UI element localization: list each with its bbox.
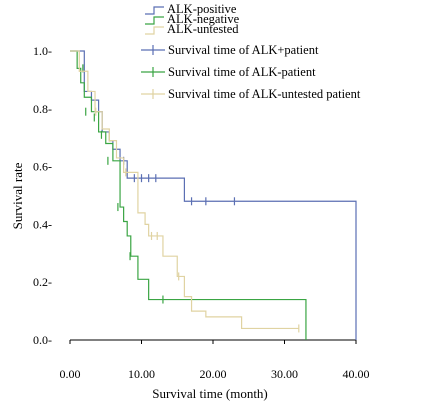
legend-item-2: ALK-untested (145, 22, 239, 36)
legend-item-4: Survival time of ALK-patient (141, 65, 316, 79)
legend-label: Survival time of ALK-patient (168, 65, 316, 79)
legend-label: Survival time of ALK+patient (168, 43, 319, 57)
series-2 (70, 50, 300, 333)
legend-label: ALK-positive (167, 2, 237, 16)
survival-curve-1 (70, 50, 307, 340)
legend-swatch (145, 26, 164, 35)
legend-label: ALK-untested (167, 22, 239, 36)
y-tick-label: 0.4- (33, 217, 52, 231)
y-tick-label: 0.8- (33, 102, 52, 116)
y-tick-label: 0.0- (33, 333, 52, 347)
legend-item-1: ALK-negative (145, 12, 240, 26)
legend-item-0: ALK-positive (145, 2, 237, 16)
survival-curve-2 (70, 50, 299, 330)
legend-swatch (145, 16, 164, 25)
series-layer (70, 50, 357, 340)
x-tick-label: 20.00 (200, 367, 227, 381)
legend-item-3: Survival time of ALK+patient (141, 43, 319, 57)
y-tick-label: 0.6- (33, 160, 52, 174)
y-tick-label: 1.0- (33, 44, 52, 58)
x-axis-label: Survival time (month) (152, 386, 268, 401)
legend-item-5: Survival time of ALK-untested patient (141, 87, 361, 101)
axes: 0.00 10.00 20.00 30.00 40.00 0.0- 0.2- 0.4- 0.6-… (33, 44, 370, 381)
x-tick-label: 30.00 (271, 367, 298, 381)
x-tick-label: 0.00 (60, 367, 81, 381)
y-tick-label: 0.2- (33, 275, 52, 289)
legend-label: Survival time of ALK-untested patient (168, 87, 361, 101)
y-axis-label: Survival rate (10, 162, 25, 229)
x-tick-label: 10.00 (128, 367, 155, 381)
legend-swatch (145, 6, 164, 15)
x-tick-label: 40.00 (343, 367, 370, 381)
series-1 (70, 50, 307, 340)
legend-label: ALK-negative (167, 12, 240, 26)
